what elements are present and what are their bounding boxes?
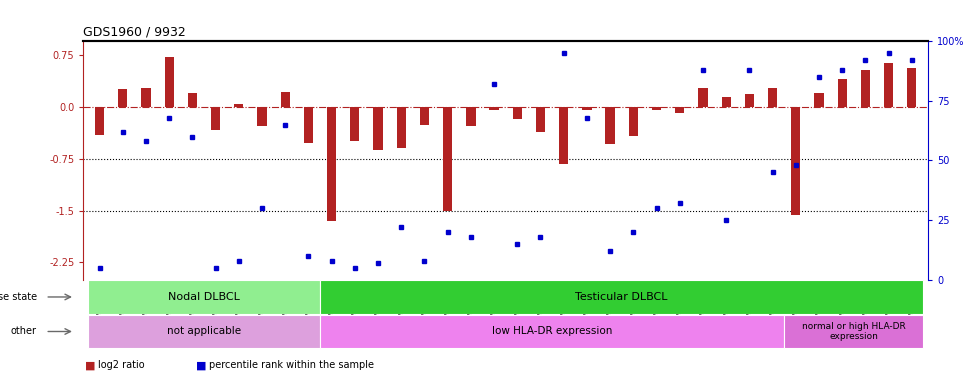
- Bar: [258, 107, 267, 126]
- Bar: [443, 107, 453, 211]
- Bar: [559, 107, 568, 164]
- Bar: [884, 63, 893, 107]
- Bar: [234, 104, 243, 107]
- Text: disease state: disease state: [0, 292, 37, 302]
- Bar: [466, 107, 475, 126]
- Bar: [188, 93, 197, 107]
- Bar: [489, 107, 499, 109]
- Text: ■: ■: [85, 360, 96, 370]
- Bar: [582, 107, 592, 110]
- Text: normal or high HLA-DR
expression: normal or high HLA-DR expression: [802, 322, 906, 341]
- Bar: [675, 107, 684, 113]
- Bar: [95, 107, 104, 135]
- Text: ■: ■: [196, 360, 207, 370]
- Bar: [745, 94, 754, 107]
- Bar: [165, 57, 173, 107]
- Text: GDS1960 / 9932: GDS1960 / 9932: [83, 26, 186, 39]
- Bar: [814, 93, 823, 107]
- Bar: [629, 107, 638, 136]
- Bar: [784, 315, 923, 348]
- Bar: [907, 68, 916, 107]
- Bar: [606, 107, 614, 144]
- Bar: [721, 97, 731, 107]
- Bar: [327, 107, 336, 221]
- Bar: [211, 107, 220, 130]
- Text: other: other: [11, 327, 37, 336]
- Bar: [699, 87, 708, 107]
- Bar: [320, 280, 923, 314]
- Text: Nodal DLBCL: Nodal DLBCL: [168, 292, 240, 302]
- Bar: [88, 315, 320, 348]
- Text: percentile rank within the sample: percentile rank within the sample: [209, 360, 373, 370]
- Text: log2 ratio: log2 ratio: [98, 360, 145, 370]
- Bar: [320, 315, 784, 348]
- Text: low HLA-DR expression: low HLA-DR expression: [492, 327, 612, 336]
- Bar: [280, 92, 290, 107]
- Text: not applicable: not applicable: [167, 327, 241, 336]
- Bar: [373, 107, 382, 150]
- Bar: [768, 87, 777, 107]
- Bar: [536, 107, 545, 132]
- Bar: [791, 107, 801, 215]
- Bar: [141, 87, 151, 107]
- Bar: [88, 280, 320, 314]
- Bar: [838, 79, 847, 107]
- Bar: [513, 107, 522, 118]
- Bar: [397, 107, 406, 148]
- Text: Testicular DLBCL: Testicular DLBCL: [575, 292, 668, 302]
- Bar: [652, 107, 662, 110]
- Bar: [119, 89, 127, 107]
- Bar: [304, 107, 313, 143]
- Bar: [350, 107, 360, 141]
- Bar: [860, 70, 870, 107]
- Bar: [419, 107, 429, 125]
